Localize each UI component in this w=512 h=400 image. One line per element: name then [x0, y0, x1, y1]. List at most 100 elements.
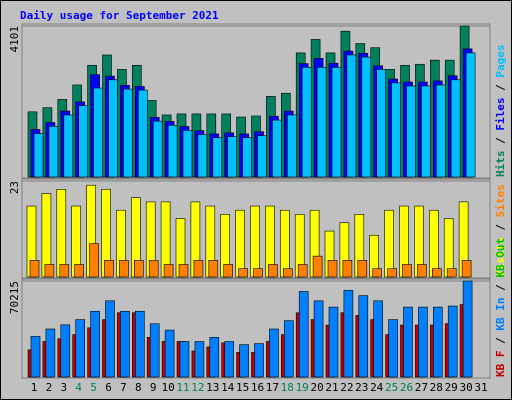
- x-tick-label: 26: [400, 381, 413, 394]
- legend-entry: Hits: [494, 151, 507, 178]
- x-tick-label: 31: [474, 381, 487, 394]
- bar: [56, 189, 67, 278]
- legend-entry: Sites: [494, 184, 507, 217]
- bar: [462, 280, 473, 378]
- bar: [119, 260, 129, 278]
- x-tick-label: 24: [370, 381, 384, 394]
- bar: [283, 320, 294, 378]
- y-tick-label: 4101: [8, 26, 21, 53]
- bar: [268, 264, 278, 278]
- x-tick-label: 28: [430, 381, 443, 394]
- bar: [373, 300, 384, 378]
- legend-separator: /: [494, 131, 507, 151]
- x-tick-label: 21: [325, 381, 338, 394]
- bar: [343, 290, 354, 378]
- bar: [313, 300, 324, 378]
- bar: [59, 264, 70, 278]
- legend-entry: Visits: [494, 237, 507, 277]
- bar: [74, 264, 84, 278]
- bar: [194, 341, 205, 378]
- x-tick-label: 14: [221, 381, 235, 394]
- bar: [328, 306, 339, 378]
- bar: [163, 264, 174, 278]
- bar: [342, 260, 353, 278]
- x-tick-label: 3: [60, 381, 67, 394]
- bar: [316, 67, 327, 178]
- legend: Visits / Sites: [494, 184, 507, 277]
- legend: KB F / KB In / KB Out: [494, 238, 507, 377]
- bar: [387, 268, 397, 278]
- x-tick-label: 23: [355, 381, 368, 394]
- x-tick-label: 5: [90, 381, 97, 394]
- x-tick-label: 1: [31, 381, 38, 394]
- y-tick-label: 23: [8, 181, 21, 194]
- bar: [44, 264, 55, 278]
- bar: [239, 344, 249, 378]
- bar: [391, 82, 401, 178]
- x-tick-label: 11: [176, 381, 189, 394]
- bar: [279, 209, 290, 278]
- bar: [178, 264, 189, 278]
- x-tick-label: 15: [236, 381, 249, 394]
- bar: [33, 133, 44, 178]
- bar: [435, 84, 446, 178]
- bar: [78, 105, 88, 178]
- bar: [286, 114, 297, 178]
- legend-entry: KB In: [494, 298, 507, 331]
- legend-separator: /: [494, 278, 507, 298]
- bar: [250, 205, 260, 278]
- bar: [90, 310, 100, 378]
- legend-separator: /: [494, 217, 507, 237]
- x-tick-label: 27: [415, 381, 428, 394]
- bar: [282, 268, 293, 278]
- bar: [149, 323, 160, 378]
- bar: [372, 268, 383, 278]
- bar: [461, 260, 472, 278]
- bar: [402, 264, 412, 278]
- bar: [30, 336, 41, 378]
- bar: [75, 319, 85, 378]
- bar: [123, 88, 133, 178]
- bar: [182, 130, 193, 178]
- x-tick-label: 25: [385, 381, 398, 394]
- bar: [223, 264, 233, 278]
- bar: [224, 341, 234, 378]
- bar: [431, 268, 442, 278]
- y-tick-label: 70215: [8, 281, 21, 314]
- legend-entry: Pages: [494, 45, 507, 78]
- bar: [388, 319, 398, 378]
- bar: [428, 209, 439, 278]
- legend-entry: KB Out: [494, 238, 507, 278]
- bar: [421, 85, 431, 178]
- bar: [312, 255, 323, 278]
- bar: [346, 54, 357, 178]
- bar: [253, 268, 263, 278]
- bar: [254, 343, 264, 378]
- bar: [450, 79, 461, 178]
- legend-entry: KB F: [494, 351, 507, 378]
- bar: [164, 329, 175, 378]
- bar: [93, 87, 103, 178]
- x-tick-label: 12: [191, 381, 204, 394]
- x-tick-label: 30: [459, 381, 472, 394]
- bar: [227, 136, 237, 178]
- bar: [197, 134, 208, 178]
- bar: [212, 137, 223, 178]
- bar: [298, 291, 309, 378]
- x-tick-label: 8: [135, 381, 142, 394]
- bar: [272, 119, 282, 178]
- bar: [89, 243, 99, 278]
- x-tick-label: 19: [296, 381, 309, 394]
- bar: [432, 306, 443, 378]
- x-tick-label: 18: [281, 381, 294, 394]
- x-tick-label: 29: [445, 381, 458, 394]
- bar: [384, 209, 394, 278]
- chart-title: Daily usage for September 2021: [20, 9, 219, 22]
- x-tick-label: 9: [150, 381, 157, 394]
- bar: [209, 337, 220, 378]
- x-tick-label: 16: [251, 381, 264, 394]
- x-tick-label: 22: [340, 381, 353, 394]
- bar: [357, 260, 368, 278]
